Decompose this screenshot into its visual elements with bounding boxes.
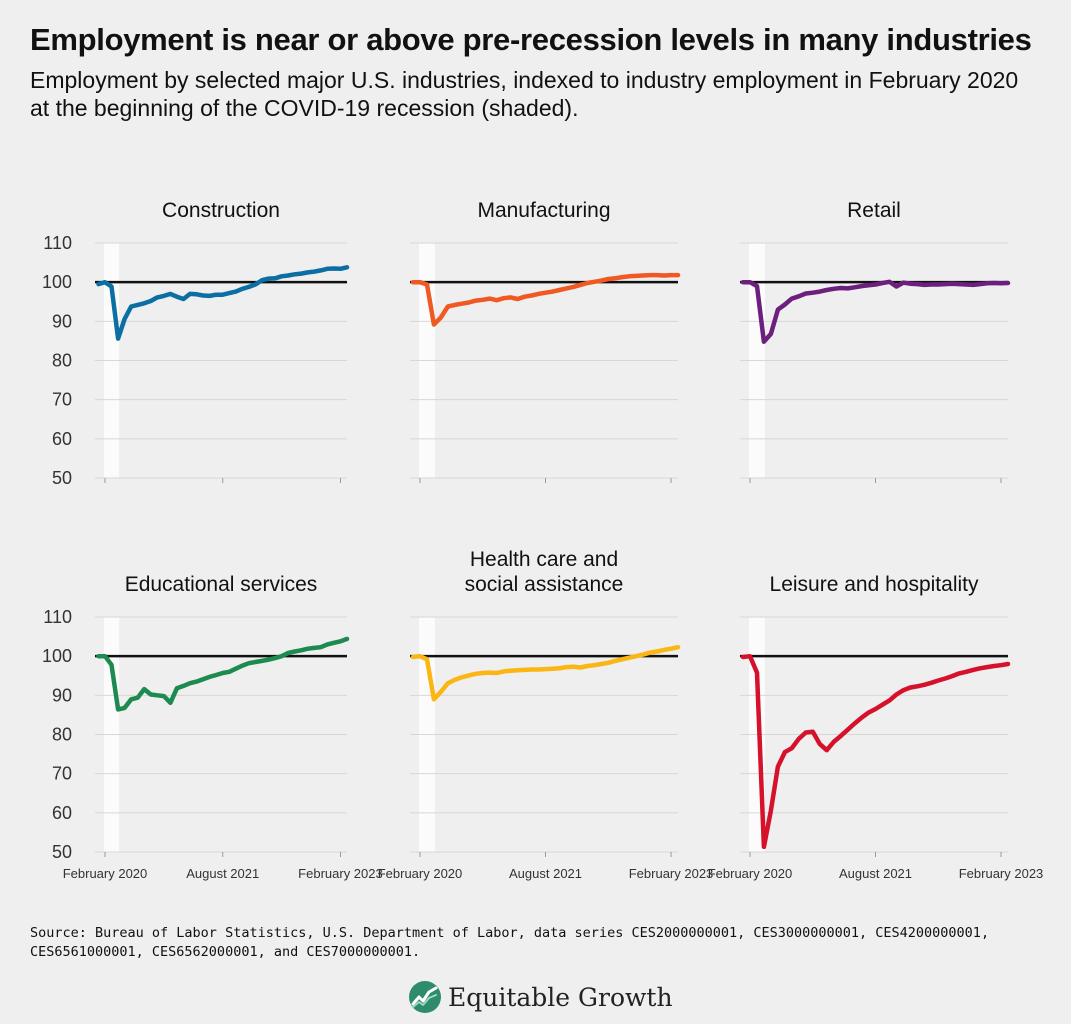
y-tick-label: 90: [52, 311, 72, 331]
x-tick-label: August 2021: [509, 866, 582, 881]
x-tick-label: February 2020: [708, 866, 793, 881]
panel-title: Retail: [847, 199, 901, 222]
series-line: [740, 653, 1011, 850]
panel-3: Retail: [740, 199, 1011, 483]
y-tick-label: 90: [52, 685, 72, 705]
series-line: [740, 279, 1011, 344]
panel-5: February 2020 August 2021 February 2023 Hea…: [378, 548, 714, 881]
y-tick-label: 80: [52, 351, 72, 371]
y-tick-label: 70: [52, 390, 72, 410]
panel-2: Manufacturing: [410, 199, 681, 483]
chart-title: Employment is near or above pre-recessio…: [30, 22, 1032, 57]
growth-chart-icon: [409, 981, 441, 1013]
y-tick-label: 80: [52, 725, 72, 745]
panel-title: Leisure and hospitality: [770, 573, 979, 596]
panel-title: Educational services: [125, 573, 318, 596]
y-tick-label: 100: [42, 646, 72, 666]
x-tick-label: February 2020: [378, 866, 463, 881]
y-tick-label: 60: [52, 429, 72, 449]
x-tick-label: February 2023: [629, 866, 714, 881]
panel-title: Construction: [162, 199, 280, 222]
x-tick-label: February 2020: [63, 866, 148, 881]
equitable-growth-logo: Equitable Growth: [408, 978, 673, 1016]
y-tick-label: 100: [42, 272, 72, 292]
series-line: [96, 265, 350, 341]
panel-title: Manufacturing: [477, 199, 610, 222]
series-line: [96, 636, 350, 712]
panel-title: Health care and social assistance: [465, 548, 624, 596]
y-tick-label: 110: [43, 233, 72, 253]
panel-4: 50 60 70 80 90 100 110 February 2020 August 2021…: [42, 573, 383, 881]
y-tick-label: 110: [43, 607, 72, 627]
small-multiples-charts: 50 60 70 80 90 100 110 Construction Manufacturin…: [42, 199, 1044, 881]
logo-text: Equitable Growth: [448, 982, 673, 1012]
x-tick-label: February 2023: [959, 866, 1044, 881]
y-tick-label: 60: [52, 803, 72, 823]
y-tick-label: 50: [52, 468, 72, 488]
y-tick-label: 50: [52, 842, 72, 862]
panel-1: 50 60 70 80 90 100 110 Construction: [42, 199, 350, 488]
panel-6: February 2020 August 2021 February 2023 Lei…: [708, 573, 1044, 881]
x-tick-label: February 2023: [298, 866, 383, 881]
source-note: Source: Bureau of Labor Statistics, U.S.…: [30, 925, 990, 960]
chart-subtitle: Employment by selected major U.S. indust…: [30, 67, 1019, 121]
x-tick-label: August 2021: [839, 866, 912, 881]
y-tick-label: 70: [52, 764, 72, 784]
x-tick-label: August 2021: [186, 866, 259, 881]
